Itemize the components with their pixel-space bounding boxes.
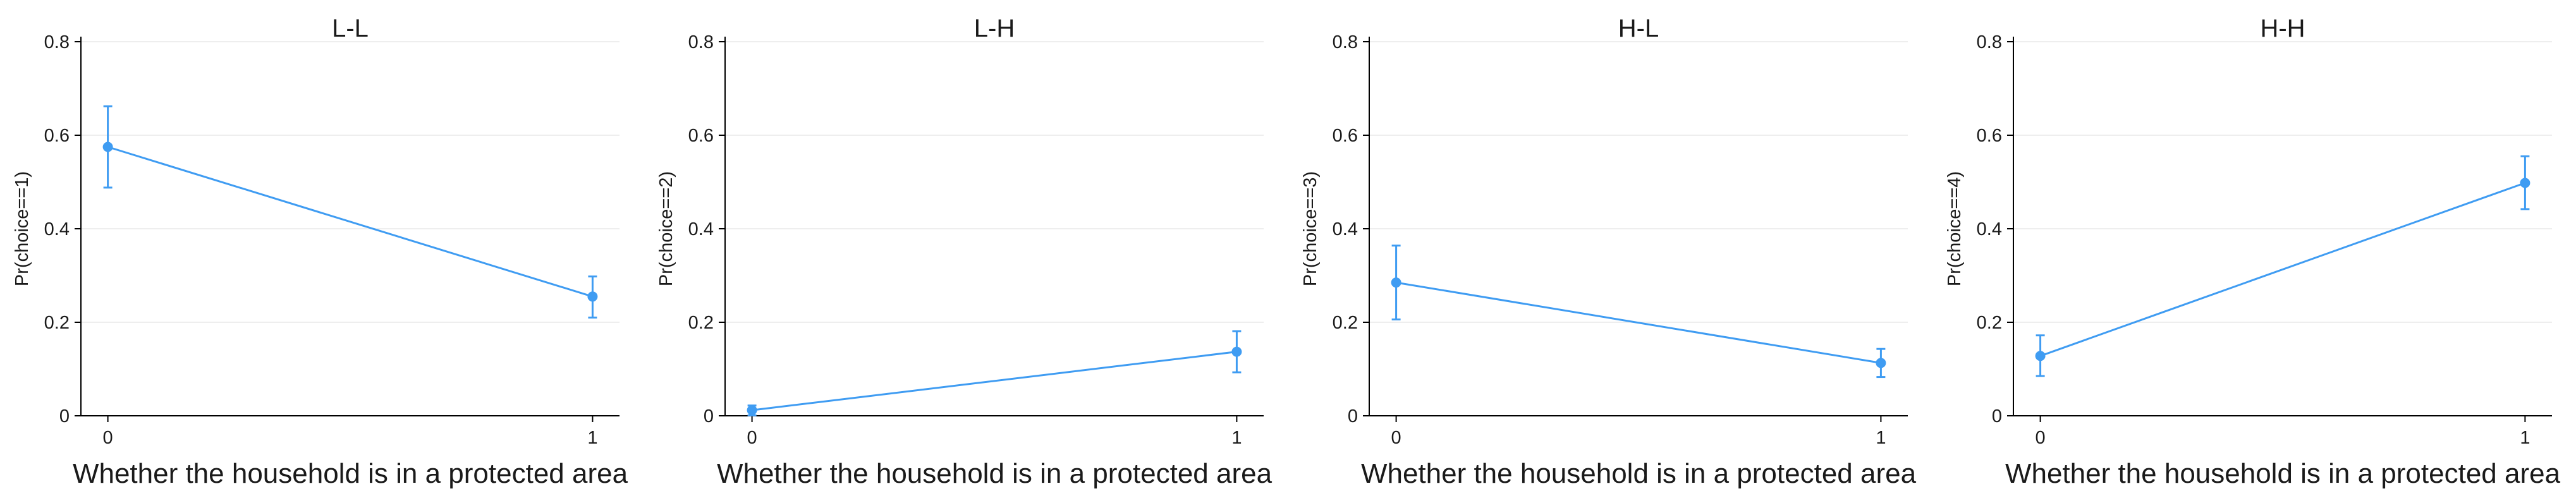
y-tick-label: 0.2 <box>688 313 714 333</box>
panel-h-l: 0 0.2 0.4 0.6 0.8 0 1 H-L Whether the household … <box>1300 15 1917 489</box>
panel-l-h: 0 0.2 0.4 0.6 0.8 0 1 L-H Whether the household … <box>656 15 1273 489</box>
data-point <box>1231 346 1242 357</box>
data-point <box>1391 277 1401 288</box>
data-point <box>2035 351 2046 361</box>
x-tick-label: 0 <box>747 428 757 448</box>
series-line <box>1396 281 1881 364</box>
chart-title: L-L <box>332 15 369 42</box>
y-tick-label: 0 <box>1992 406 2002 427</box>
y-axis-label: Pr(choice==1) <box>12 171 32 286</box>
y-tick-label: 0.6 <box>1977 126 2002 146</box>
series-line <box>107 146 593 298</box>
x-tick-label: 1 <box>587 428 597 448</box>
y-axis-label: Pr(choice==3) <box>1300 171 1321 286</box>
data-point <box>2520 178 2530 188</box>
y-tick-label: 0.4 <box>1333 219 1358 239</box>
y-tick-label: 0.2 <box>1333 313 1358 333</box>
x-tick-label: 1 <box>1876 428 1886 448</box>
x-axis-label: Whether the household is in a protected … <box>73 458 628 489</box>
data-point <box>747 405 757 416</box>
y-tick-label: 0.6 <box>688 126 714 146</box>
y-axis-label: Pr(choice==2) <box>656 171 676 286</box>
y-tick-label: 0.8 <box>688 32 714 52</box>
chart-title: H-H <box>2260 15 2305 42</box>
panel-h-h: 0 0.2 0.4 0.6 0.8 0 1 H-H Whether the household … <box>1944 15 2561 489</box>
series-line <box>752 351 1237 411</box>
y-tick-label: 0.8 <box>1333 32 1358 52</box>
y-tick-label: 0.6 <box>44 126 70 146</box>
x-tick-label: 0 <box>2036 428 2046 448</box>
x-tick-label: 0 <box>103 428 113 448</box>
chart-title: H-L <box>1618 15 1659 42</box>
y-tick-label: 0.4 <box>44 219 70 239</box>
data-point <box>102 142 113 152</box>
panel-l-l: 0 0.2 0.4 0.6 0.8 0 1 L-L Whether the household … <box>12 15 628 489</box>
y-tick-label: 0.8 <box>44 32 70 52</box>
data-point <box>1876 358 1886 368</box>
x-axis-label: Whether the household is in a protected … <box>2005 458 2561 489</box>
y-tick-label: 0 <box>704 406 714 427</box>
y-axis-label: Pr(choice==4) <box>1944 171 1965 286</box>
x-axis-label: Whether the household is in a protected … <box>717 458 1273 489</box>
x-tick-label: 0 <box>1391 428 1401 448</box>
x-axis-label: Whether the household is in a protected … <box>1361 458 1917 489</box>
y-tick-label: 0 <box>1348 406 1358 427</box>
y-tick-label: 0.6 <box>1333 126 1358 146</box>
series-line <box>2040 182 2525 357</box>
y-tick-label: 0 <box>59 406 70 427</box>
y-tick-label: 0.4 <box>688 219 714 239</box>
x-tick-label: 1 <box>2520 428 2530 448</box>
y-tick-label: 0.2 <box>44 313 70 333</box>
y-tick-label: 0.2 <box>1977 313 2002 333</box>
x-tick-label: 1 <box>1231 428 1242 448</box>
data-point <box>587 291 598 302</box>
y-tick-label: 0.8 <box>1977 32 2002 52</box>
chart-title: L-H <box>974 15 1015 42</box>
y-tick-label: 0.4 <box>1977 219 2002 239</box>
